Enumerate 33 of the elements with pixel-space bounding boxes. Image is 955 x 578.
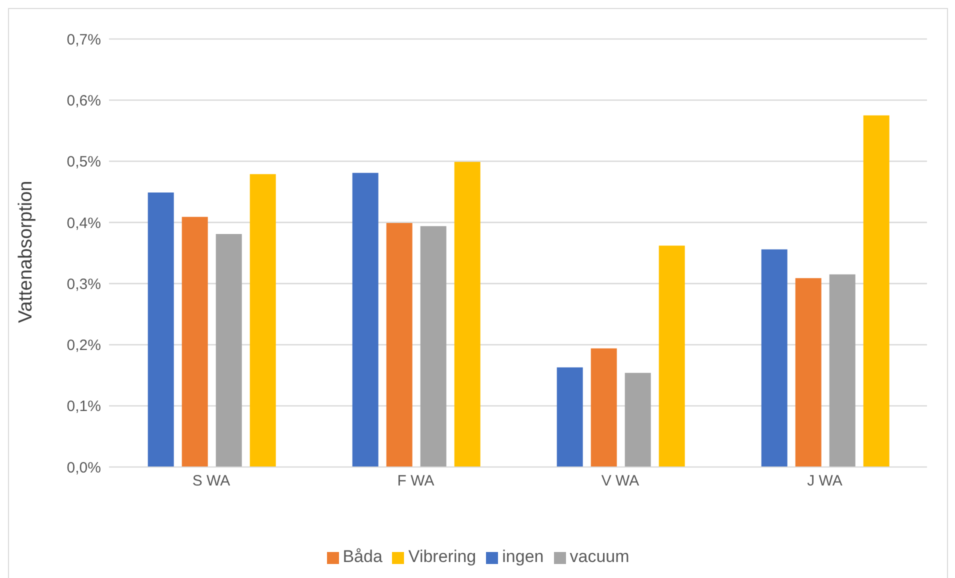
y-tick-label: 0,6%: [66, 92, 101, 110]
bar: [216, 234, 242, 467]
bar: [624, 372, 651, 467]
bar: [795, 278, 822, 467]
y-tick-label: 0,7%: [66, 31, 101, 48]
legend-label: Vibrering: [408, 547, 476, 566]
legend-label: Båda: [342, 547, 382, 566]
bar: [454, 162, 480, 467]
bar: [590, 348, 617, 467]
y-tick-label: 0,2%: [66, 337, 101, 354]
x-tick-label: J WA: [807, 472, 842, 490]
bar: [182, 216, 208, 467]
bar: [658, 246, 685, 467]
bar: [761, 249, 788, 467]
y-tick-label: 0,5%: [66, 154, 101, 171]
x-tick-label: F WA: [397, 472, 434, 490]
bar: [386, 223, 412, 467]
y-axis-title: Vattenabsorption: [16, 180, 37, 323]
bar: [250, 174, 276, 467]
y-tick-label: 0,4%: [66, 214, 101, 232]
x-tick-label: V WA: [601, 472, 640, 490]
x-tick-label: S WA: [192, 472, 230, 490]
bar: [352, 172, 378, 467]
y-tick-label: 0,1%: [66, 398, 101, 416]
y-tick-label: 0,3%: [66, 276, 101, 293]
bar: [863, 115, 890, 467]
legend-label: vacuum: [570, 547, 630, 566]
bar: [420, 226, 446, 467]
bar: [148, 192, 174, 467]
y-tick-label: 0,0%: [66, 459, 101, 476]
bar: [829, 274, 856, 467]
bar: [556, 367, 583, 467]
legend-label: ingen: [502, 547, 544, 566]
